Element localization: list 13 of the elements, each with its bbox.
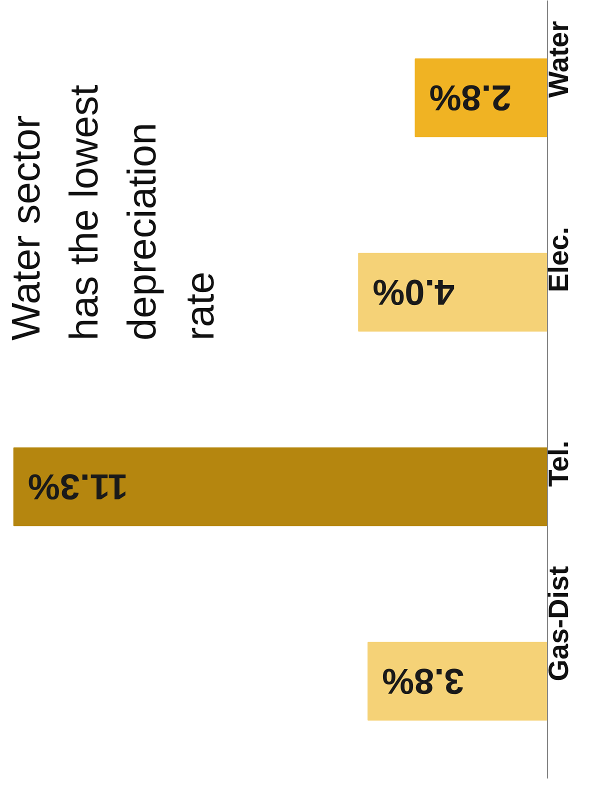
- y-tick-label: Water: [543, 20, 574, 98]
- bar: [368, 642, 548, 721]
- y-tick-label: Elec.: [543, 226, 574, 292]
- bar: [358, 252, 548, 332]
- data-label: 4.0%: [372, 272, 455, 313]
- y-tick-label: Gas-Dist: [543, 566, 574, 682]
- y-tick-label: Tel.: [543, 440, 574, 487]
- data-label: 2.8%: [429, 77, 512, 118]
- text: Water sector has the lowest depreciation rate: [4, 84, 222, 340]
- bar: [13, 447, 548, 526]
- bar: [414, 58, 548, 138]
- data-label: 11.3%: [28, 466, 128, 508]
- data-label: 3.8%: [382, 660, 464, 702]
